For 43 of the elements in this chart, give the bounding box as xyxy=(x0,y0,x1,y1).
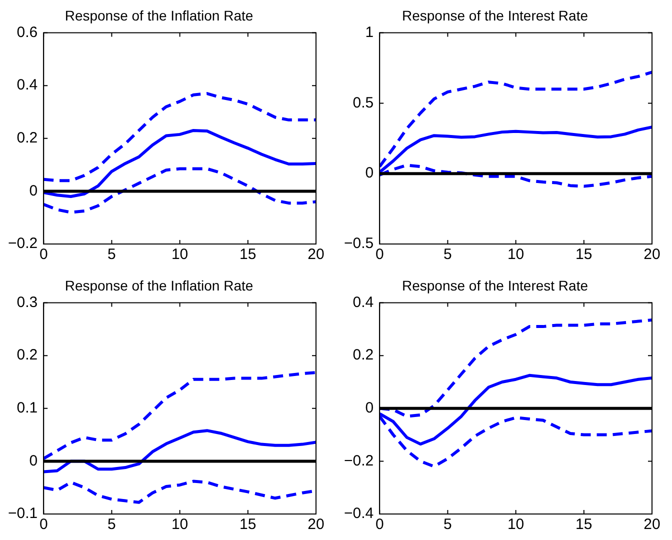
x-tick-label: 10 xyxy=(507,246,524,264)
chart-title: Response of the Interest Rate xyxy=(402,277,588,294)
y-tick-label: −0.4 xyxy=(344,505,374,522)
y-tick-label: 0.5 xyxy=(352,94,374,112)
y-tick-label: 0.3 xyxy=(16,294,38,311)
x-tick-label: 20 xyxy=(644,516,660,534)
y-tick-label: 0.2 xyxy=(16,130,38,147)
y-tick-label: −0.2 xyxy=(344,452,374,470)
y-tick-label: −0.2 xyxy=(8,235,38,252)
chart-title: Response of the Interest Rate xyxy=(402,7,588,24)
x-tick-label: 10 xyxy=(171,246,188,264)
chart-title: Response of the Inflation Rate xyxy=(64,7,254,24)
y-tick-label: 0.1 xyxy=(16,400,38,417)
y-tick-label: 0.2 xyxy=(16,346,38,364)
y-tick-label: 0.4 xyxy=(16,76,38,94)
x-tick-label: 15 xyxy=(576,246,592,264)
x-tick-label: 15 xyxy=(576,516,592,534)
x-tick-label: 15 xyxy=(240,516,256,534)
x-tick-label: 10 xyxy=(171,516,188,534)
line-series xyxy=(380,70,652,168)
y-tick-label: 0.6 xyxy=(16,24,38,41)
y-tick-label: 0 xyxy=(29,182,38,200)
chart-title: Response of the Inflation Rate xyxy=(64,277,254,294)
x-tick-label: 15 xyxy=(240,246,256,264)
y-tick-label: 1 xyxy=(365,24,374,41)
x-tick-label: 5 xyxy=(108,246,116,264)
line-series xyxy=(44,167,316,214)
line-series xyxy=(44,92,316,182)
line-series xyxy=(44,370,316,460)
x-tick-label: 5 xyxy=(444,516,452,534)
x-tick-label: 10 xyxy=(507,516,524,534)
x-tick-label: 20 xyxy=(308,246,324,264)
y-tick-label: −0.5 xyxy=(344,235,374,252)
y-tick-label: 0.2 xyxy=(352,346,374,364)
y-tick-label: 0 xyxy=(365,400,374,417)
y-tick-label: −0.1 xyxy=(8,505,38,522)
x-tick-label: 20 xyxy=(308,516,324,534)
y-tick-label: 0 xyxy=(365,164,374,182)
x-tick-label: 5 xyxy=(108,516,116,534)
x-tick-label: 5 xyxy=(444,246,452,264)
y-tick-label: 0 xyxy=(29,452,38,470)
x-tick-label: 20 xyxy=(644,246,660,264)
y-tick-label: 0.4 xyxy=(352,294,374,311)
